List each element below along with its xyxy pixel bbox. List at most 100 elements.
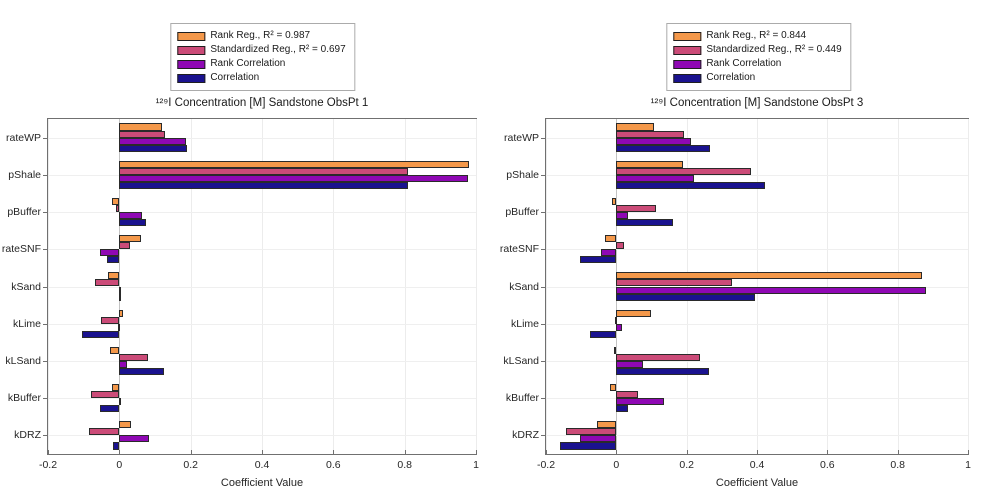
y-tick-mark — [43, 137, 48, 139]
x-tick-mark — [262, 450, 263, 454]
bar-rateSNF — [600, 249, 617, 257]
bar-kBuffer — [119, 398, 122, 406]
category-label-text: kLSand — [5, 354, 41, 367]
category-label-kLime: kLime — [500, 318, 539, 330]
category-label-pBuffer: pBuffer — [7, 206, 41, 218]
legend: Rank Reg., R² = 0.844 Standardized Reg., … — [666, 23, 852, 91]
bar-rateWP — [616, 144, 711, 152]
y-gridline — [546, 174, 968, 176]
y-gridline — [48, 249, 476, 251]
bar-kLSand — [109, 346, 120, 354]
y-gridline — [546, 212, 968, 214]
category-label-text: rateWP — [503, 131, 539, 144]
y-tick-mark — [541, 398, 546, 400]
bar-kDRZ — [565, 428, 617, 436]
x-gridline — [827, 119, 829, 454]
category-label-text: pBuffer — [505, 206, 539, 219]
bar-rateWP — [119, 130, 165, 138]
category-label-kBuffer: kBuffer — [500, 392, 539, 404]
x-tick-mark — [476, 450, 477, 454]
legend-item: Standardized Reg., R² = 0.697 — [177, 43, 346, 57]
y-gridline — [48, 212, 476, 214]
bar-rateSNF — [604, 235, 617, 243]
y-tick-mark — [43, 249, 48, 251]
x-axis-label: Coefficient Value — [220, 477, 304, 489]
legend-item: Correlation — [673, 71, 841, 85]
bar-kLSand — [616, 368, 709, 376]
x-tick-label: 0.2 — [679, 459, 694, 471]
y-tick-mark — [43, 435, 48, 437]
x-tick-label: -0.2 — [38, 459, 58, 471]
category-label-kSand: kSand — [500, 281, 539, 293]
x-gridline — [897, 119, 899, 454]
x-axis-label: Coefficient Value — [715, 477, 799, 489]
x-gridline — [48, 119, 49, 454]
y-tick-mark — [541, 323, 546, 325]
x-tick-mark — [546, 450, 547, 454]
bar-kDRZ — [596, 421, 617, 429]
y-gridline — [546, 249, 968, 251]
category-label-text: rateWP — [5, 131, 41, 144]
y-tick-mark — [541, 360, 546, 362]
bar-rateSNF — [580, 256, 617, 264]
legend-label: Rank Correlation — [210, 58, 286, 69]
legend-label: Standardized Reg., R² = 0.449 — [706, 44, 842, 55]
bar-pBuffer — [616, 219, 673, 227]
bar-kSand — [107, 272, 120, 280]
x-tick-label: 0.2 — [183, 459, 198, 471]
x-gridline — [333, 119, 335, 454]
y-gridline — [48, 174, 476, 176]
bar-kSand — [616, 286, 927, 294]
category-label-rateSNF: rateSNF — [2, 243, 41, 255]
legend-label: Rank Reg., R² = 0.844 — [706, 30, 807, 41]
x-tick-label: -0.2 — [536, 459, 556, 471]
category-label-text: kBuffer — [505, 392, 539, 405]
x-tick-label: 0.6 — [820, 459, 835, 471]
legend-label: Standardized Reg., R² = 0.697 — [210, 44, 346, 55]
bar-kBuffer — [90, 391, 120, 399]
legend-swatch — [673, 31, 702, 41]
y-tick-mark — [541, 286, 546, 288]
bar-kBuffer — [616, 391, 639, 399]
bar-rateWP — [119, 123, 163, 131]
bar-rateWP — [616, 137, 692, 145]
bar-kLSand — [613, 346, 617, 354]
legend-item: Rank Correlation — [673, 57, 841, 71]
bar-pBuffer — [112, 197, 120, 205]
bar-kLSand — [119, 353, 148, 361]
bar-pShale — [616, 167, 752, 175]
legend-swatch — [177, 45, 206, 55]
legend: Rank Reg., R² = 0.987 Standardized Reg., … — [170, 23, 356, 91]
x-gridline — [757, 119, 758, 454]
bar-kLime — [117, 323, 120, 331]
bar-kBuffer — [616, 405, 628, 413]
bar-pShale — [119, 181, 409, 189]
bar-pShale — [616, 174, 694, 182]
y-gridline — [546, 137, 968, 139]
category-label-text: kDRZ — [14, 429, 41, 442]
x-gridline — [476, 119, 477, 454]
y-tick-mark — [541, 249, 546, 251]
legend-label: Correlation — [210, 72, 260, 83]
bar-kSand — [119, 293, 122, 301]
y-tick-mark — [43, 398, 48, 400]
bar-kBuffer — [111, 384, 120, 392]
bar-kDRZ — [559, 442, 617, 450]
legend-swatch — [177, 31, 206, 41]
category-label-pShale: pShale — [500, 169, 539, 181]
bar-kLime — [100, 316, 120, 324]
y-tick-mark — [43, 174, 48, 176]
bar-pShale — [119, 160, 469, 168]
x-tick-mark — [897, 450, 899, 454]
y-gridline — [546, 360, 968, 362]
x-tick-mark — [190, 450, 192, 454]
category-label-rateWP: rateWP — [6, 132, 41, 144]
bar-pShale — [119, 174, 469, 182]
legend-label: Correlation — [706, 72, 756, 83]
bar-pBuffer — [119, 212, 143, 220]
bar-kSand — [95, 279, 120, 287]
bar-kLSand — [616, 360, 643, 368]
bar-kSand — [616, 279, 732, 287]
